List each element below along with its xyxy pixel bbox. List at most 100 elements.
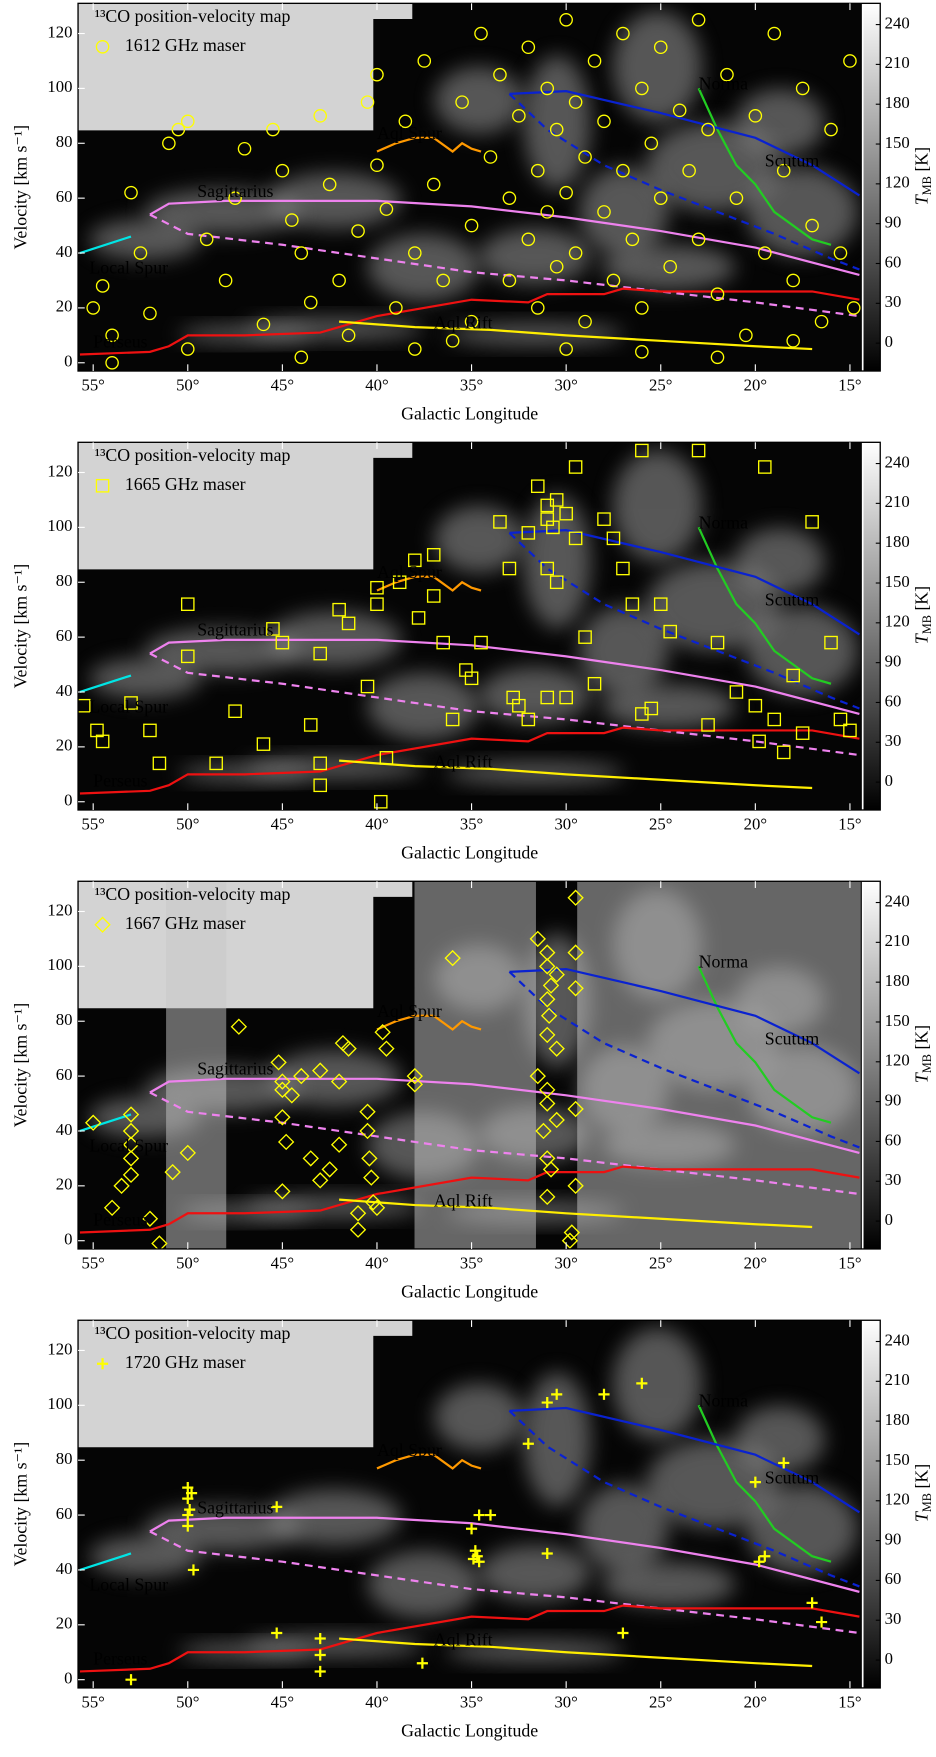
y2-tick-label: 30 (885, 1170, 902, 1189)
arm-label: Scutum (765, 590, 820, 610)
y2-tick-label: 60 (885, 1569, 902, 1588)
arm-line (339, 759, 813, 790)
y2-tick-label: 120 (885, 1051, 910, 1070)
panel-title: ¹³CO position-velocity map (95, 445, 291, 465)
maser-point (653, 597, 668, 611)
maser-point (361, 1150, 378, 1167)
arm-line (339, 1198, 813, 1229)
maser-point (749, 1476, 761, 1488)
maser-point (616, 26, 630, 41)
maser-point (313, 778, 328, 793)
colorbar (863, 442, 881, 810)
y-tick-label: 0 (64, 1669, 72, 1688)
maser-point (568, 531, 583, 546)
emission (89, 219, 201, 260)
maser-point (294, 246, 309, 260)
arm-label: Aql Spur (377, 562, 442, 582)
maser-point (293, 1067, 310, 1085)
maser-point (313, 646, 328, 661)
maser-point (729, 191, 744, 205)
maser-point (748, 698, 763, 713)
arm-label: Local Spur (89, 1136, 168, 1156)
arm-line (508, 1410, 860, 1588)
maser-point (436, 273, 450, 288)
maser-point (84, 1114, 102, 1131)
x-tick-label: 30° (554, 1692, 577, 1711)
maser-point (701, 122, 715, 137)
maser-point (567, 980, 584, 997)
maser-point (370, 67, 384, 82)
maser-point (303, 295, 318, 310)
maser-point (436, 635, 450, 650)
y-tick-label: 20 (56, 1175, 73, 1194)
maser-point (95, 734, 110, 749)
maser-point (271, 1501, 283, 1513)
maser-point (541, 1547, 553, 1560)
maser-point (359, 1122, 376, 1140)
maser-point (341, 616, 356, 631)
arm-line (149, 199, 860, 277)
emission (445, 1640, 624, 1663)
maser-point (143, 723, 157, 738)
colorbar (863, 1320, 881, 1688)
arm-label: Local Spur (89, 697, 168, 717)
maser-point (321, 1161, 338, 1178)
x-tick-label: 35° (460, 1253, 483, 1272)
y-tick-label: 120 (47, 900, 72, 919)
frame (77, 2, 881, 372)
maser-point (535, 1122, 552, 1140)
emission (367, 233, 480, 301)
maser-point (406, 1067, 423, 1085)
x-tick-label: 20° (744, 1692, 767, 1711)
maser-point (606, 531, 621, 546)
x-tick-label: 35° (460, 814, 483, 833)
maser-point (567, 944, 584, 961)
maser-point (379, 751, 394, 765)
maser-point (561, 1232, 579, 1249)
maser-point (370, 580, 384, 595)
emission (646, 1439, 780, 1529)
arm-label: Aql Spur (377, 123, 442, 143)
x-tick-label: 15° (838, 1253, 861, 1272)
panel: Local Spur Sagittarius Perseus Aql Spur Aql … (10, 441, 934, 863)
y2-tick-label: 240 (885, 13, 910, 32)
maser-point (95, 279, 110, 293)
arm-label: Norma (699, 1391, 749, 1411)
x-tick-label: 30° (554, 1253, 577, 1272)
y-tick-label: 120 (47, 1339, 72, 1358)
emission (523, 55, 591, 190)
y2-tick-label: 150 (885, 1011, 910, 1030)
y2-tick-label: 180 (885, 971, 910, 990)
arm-line (79, 1113, 132, 1133)
mask-region (78, 1320, 413, 1448)
maser-point (548, 966, 565, 983)
maser-point (567, 1177, 584, 1195)
maser-point (209, 756, 223, 771)
maser-point (597, 114, 611, 129)
y-tick-label: 120 (47, 461, 72, 480)
arm-line (697, 87, 832, 246)
maser-point (795, 81, 810, 96)
x-tick-label: 40° (365, 375, 388, 394)
maser-point (559, 185, 573, 200)
emission (735, 89, 825, 156)
maser-point (625, 597, 640, 611)
y2-tick-label: 90 (885, 651, 902, 670)
maser-point (105, 328, 119, 343)
maser-point (408, 553, 422, 568)
maser-point (567, 889, 584, 906)
maser-point (349, 1221, 367, 1238)
x-tick-label: 50° (176, 375, 199, 394)
maser-point (548, 1111, 565, 1129)
maser-point (271, 1627, 283, 1639)
x-tick-label: 50° (176, 1253, 199, 1272)
maser-point (824, 122, 838, 137)
maser-point (529, 930, 546, 948)
maser-point (542, 1161, 560, 1178)
x-tick-label: 55° (81, 375, 104, 394)
maser-point (597, 512, 611, 526)
maser-point (322, 177, 337, 192)
maser-point (228, 191, 242, 205)
arm-line (508, 532, 860, 710)
